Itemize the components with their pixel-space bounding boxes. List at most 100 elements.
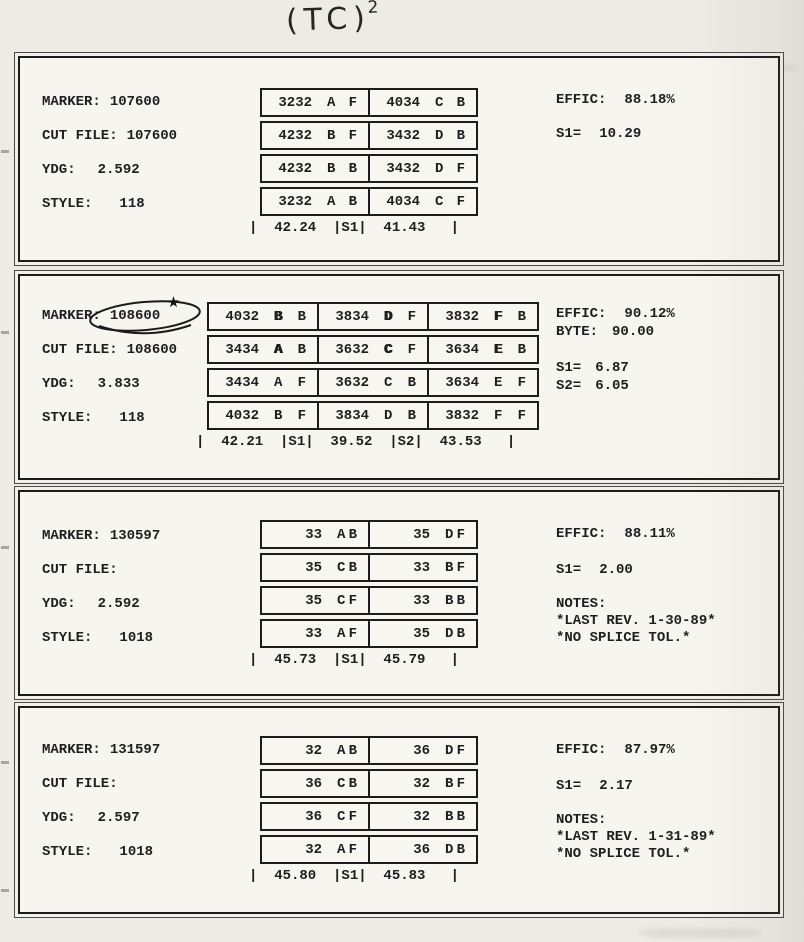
style-label: STYLE:: [42, 630, 93, 646]
table-cell: 33 B B: [368, 588, 476, 613]
table-cell: 3434 A B: [209, 337, 317, 362]
marker-line: MARKER: 130597: [42, 528, 160, 546]
ydg-line: YDG: 2.597: [42, 810, 160, 828]
size-code: 33: [305, 526, 322, 543]
bundle-letter: E: [494, 341, 503, 358]
face-code: F: [456, 742, 465, 759]
cut-file-label: CUT FILE:: [42, 562, 118, 578]
marker-value: 130597: [109, 528, 161, 544]
table-cell: 36 C B: [262, 771, 368, 796]
table-cell: 4232 B F: [262, 123, 368, 148]
table-cell: 3232 A F: [262, 90, 368, 115]
table-row: 32 A B 36 D F: [260, 736, 478, 765]
table-cell: 4034 C B: [368, 90, 476, 115]
ydg-label: YDG:: [42, 376, 76, 392]
bundle-letter: A: [337, 841, 346, 858]
section-widths-footer: | 45.80 |S1| 45.83 |: [249, 868, 460, 884]
table-cell: 3232 A B: [262, 189, 368, 214]
bundle-table: 3232 A F 4034 C B 4232 B F 3432 D B 4232 B B 3432 D…: [249, 88, 478, 236]
bundle-letter: D: [435, 160, 444, 177]
ydg-value: 2.592: [97, 596, 140, 612]
bundle-letter: D: [384, 308, 393, 325]
table-row: 3232 A B 4034 C F: [260, 187, 478, 216]
size-code: 3832: [445, 407, 479, 424]
marker-value: 131597: [109, 742, 161, 758]
face-code: F: [297, 407, 306, 424]
style-line: STYLE: 118: [42, 196, 177, 214]
notes-label: NOTES:: [556, 596, 607, 612]
splice-label: S2=: [556, 378, 582, 394]
section-widths-footer: | 42.21 |S1| 39.52 |S2| 43.53 |: [196, 434, 516, 450]
face-code: B: [517, 341, 526, 358]
marker-value: 108600: [109, 308, 161, 324]
table-cell: 4034 C F: [368, 189, 476, 214]
face-code: F: [517, 374, 526, 391]
table-row: 35 C F 33 B B: [260, 586, 478, 615]
face-code: F: [456, 559, 465, 576]
size-code: 32: [305, 742, 322, 759]
table-row: 3434 A F 3632 C B 3634 E F: [207, 368, 539, 397]
bundle-letter: C: [435, 193, 444, 210]
face-code: B: [456, 592, 465, 609]
face-code: B: [348, 775, 357, 792]
size-code: 4032: [225, 407, 259, 424]
bundle-letter: C: [384, 374, 393, 391]
stats-block: EFFIC: 87.97% S1= 2.17 NOTES: *LAST REV. 1…: [556, 742, 716, 863]
face-code: F: [348, 94, 357, 111]
table-cell: 4232 B B: [262, 156, 368, 181]
bundle-letter: D: [445, 526, 454, 543]
panel-border: MARKER: 107600 CUT FILE: 107600 YDG: 2.592 …: [18, 56, 780, 262]
effic-value: 87.97%: [624, 742, 675, 758]
table-row: 4232 B F 3432 D B: [260, 121, 478, 150]
panel-border: MARKER: 131597 CUT FILE: YDG: 2.597 STYLE:…: [18, 706, 780, 914]
table-row: 32 A F 36 D B: [260, 835, 478, 864]
face-code: B: [297, 341, 306, 358]
face-code: F: [456, 160, 465, 177]
size-code: 3232: [278, 94, 312, 111]
bundle-letter: A: [327, 94, 336, 111]
byte-value: 90.00: [612, 324, 655, 340]
face-code: F: [407, 341, 416, 358]
size-code: 35: [413, 526, 430, 543]
style-value: 118: [119, 196, 145, 212]
byte-line: BYTE: 90.00: [556, 324, 675, 342]
splice-label: S1=: [556, 126, 582, 142]
splice-label: S1=: [556, 562, 582, 578]
effic-line: EFFIC: 90.12%: [556, 306, 675, 324]
size-code: 3434: [225, 374, 259, 391]
stats-block: EFFIC: 90.12% BYTE: 90.00 S1= 6.87 S2= 6.05: [556, 306, 675, 396]
effic-label: EFFIC:: [556, 306, 607, 322]
bundle-letter: D: [435, 127, 444, 144]
cut-file-label: CUT FILE:: [42, 128, 118, 144]
cut-file-line: CUT FILE:: [42, 776, 160, 794]
page-title: (TC)2: [285, 0, 382, 39]
size-code: 3834: [335, 308, 369, 325]
cut-file-label: CUT FILE:: [42, 342, 118, 358]
table-cell: 4032 B F: [209, 403, 317, 428]
splice-label: S1=: [556, 778, 582, 794]
face-code: B: [456, 94, 465, 111]
splice-label: S1=: [556, 360, 582, 376]
face-code: F: [348, 127, 357, 144]
size-code: 3832: [445, 308, 479, 325]
size-code: 32: [413, 808, 430, 825]
face-code: F: [456, 775, 465, 792]
marker-info-block: MARKER: 107600 CUT FILE: 107600 YDG: 2.592 …: [42, 94, 177, 230]
note-line: *NO SPLICE TOL.*: [556, 846, 691, 862]
bundle-letter: C: [384, 341, 393, 358]
bundle-letter: F: [494, 308, 503, 325]
style-line: STYLE: 1018: [42, 630, 160, 648]
scan-artifact-tick: [1, 889, 9, 892]
cut-file-value: 108600: [126, 342, 178, 358]
bundle-table: 33 A B 35 D F 35 C B 33 B F 35 C F 33 B B 33 A F 35 D B …: [249, 520, 478, 668]
table-cell: 3634 E F: [427, 370, 537, 395]
title-text: (TC): [285, 0, 372, 39]
marker-panel-131597: MARKER: 131597 CUT FILE: YDG: 2.597 STYLE:…: [14, 702, 784, 918]
table-cell: 3432 D B: [368, 123, 476, 148]
marker-label: MARKER:: [42, 742, 101, 758]
size-code: 3634: [445, 341, 479, 358]
table-row: 3232 A F 4034 C B: [260, 88, 478, 117]
splice-value: 2.00: [599, 562, 633, 578]
bundle-letter: A: [274, 374, 283, 391]
size-code: 3834: [335, 407, 369, 424]
